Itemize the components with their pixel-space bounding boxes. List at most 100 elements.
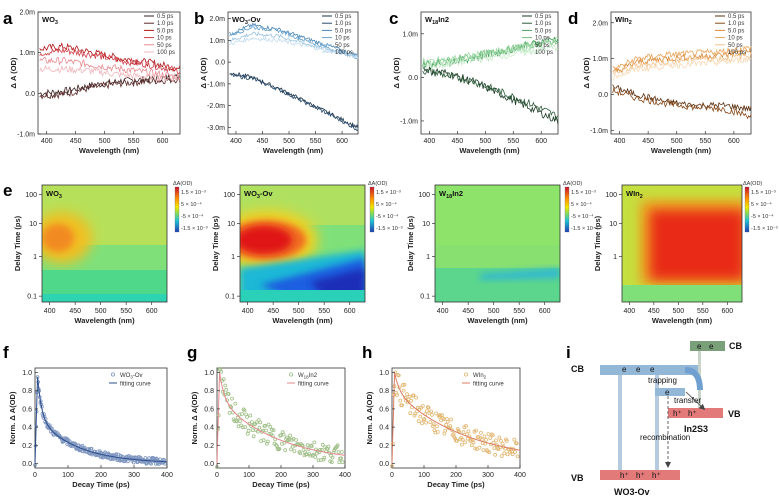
y-tick-label-g: 0.2	[204, 443, 214, 450]
panel-letter-e: e	[3, 181, 12, 200]
data-point-h	[398, 398, 403, 403]
data-point-g	[281, 432, 286, 437]
y-tick-label-e2: 10	[422, 221, 430, 228]
colorbar-tick-e1-3: -1.5 × 10⁻³	[376, 226, 403, 232]
x-tick-label-e1: 450	[267, 308, 279, 315]
data-point-g	[309, 444, 314, 449]
x-tick-label-e0: 450	[69, 308, 81, 315]
data-point-f	[143, 456, 148, 460]
data-point-h	[505, 452, 510, 457]
data-point-h	[477, 445, 482, 450]
data-point-h	[499, 438, 503, 443]
data-point-g	[242, 408, 247, 413]
panel-letter-f: f	[3, 343, 9, 362]
data-point-f	[131, 460, 136, 465]
data-point-h	[408, 411, 413, 416]
heatmap-title-e3: WIn2	[626, 189, 643, 200]
legend-label-d-4: 50 ps	[728, 43, 743, 49]
legend-label-a-3: 10 ps	[157, 36, 172, 42]
data-point-g	[243, 425, 248, 430]
hole-5: h⁺	[688, 409, 697, 418]
y-tick-label-b: 1.0m	[209, 38, 225, 45]
y-tick-label-f: 0.6	[22, 406, 32, 413]
colorbar-e1	[369, 186, 375, 233]
data-point-g	[271, 428, 276, 433]
hole-3: h⁺	[652, 471, 661, 480]
hole-2: h⁺	[636, 471, 645, 480]
x-tick-label-e0: 500	[95, 308, 107, 315]
electron-4: e	[697, 342, 702, 351]
x-axis-label-e0: Wavelength (nm)	[74, 316, 135, 325]
y-tick-label-h: 0.6	[379, 406, 389, 413]
data-point-h	[414, 395, 419, 400]
data-point-f	[163, 461, 167, 466]
x-tick-label-e3: 400	[624, 308, 636, 315]
data-point-h	[484, 437, 488, 442]
y-tick-label-a: 1.0m	[19, 50, 35, 57]
y-axis-label-f: Norm. Δ A(OD)	[8, 391, 17, 444]
data-point-h	[434, 411, 439, 416]
x-tick-label-b: 500	[283, 138, 295, 145]
data-point-g	[248, 413, 253, 418]
x-axis-label-e2: Wavelength (nm)	[467, 316, 528, 325]
data-point-g	[257, 425, 262, 430]
legend-label-a-5: 100 ps	[157, 50, 175, 56]
legend-label-a-1: 1.0 ps	[157, 21, 173, 27]
colorbar-tick-e2-3: -1.5 × 10⁻³	[571, 226, 598, 232]
data-point-h	[418, 414, 423, 419]
panel-g-kinetics: 0 100 200 300 400 0.0 0.2 0.4 0.6 0.8 1.0 Decay Tim…	[190, 366, 351, 489]
colorbar-tick-e3-2: -5 × 10⁻⁴	[751, 213, 774, 220]
x-tick-label-d: 400	[614, 138, 626, 145]
y-tick-label-g: 1.0	[204, 370, 214, 377]
x-tick-label-e2: 450	[462, 308, 474, 315]
x-tick-label-f: 0	[33, 472, 37, 479]
panel-letter-i: i	[566, 343, 571, 362]
series-line-d-3	[612, 45, 752, 72]
y-tick-label-f: 0.4	[22, 425, 32, 432]
x-tick-label-a: 500	[99, 138, 111, 145]
x-tick-label-h: 200	[450, 472, 462, 479]
y-axis-label-g: Norm. Δ A(OD)	[190, 391, 199, 444]
data-point-g	[288, 433, 293, 438]
y-tick-label-e2: 1	[426, 254, 430, 261]
y-tick-label-e1: 1	[231, 254, 235, 261]
heatmap-frame-2	[434, 184, 561, 303]
data-point-g	[289, 447, 293, 452]
x-tick-label-c: 500	[479, 138, 491, 145]
colorbar-tick-e1-1: 5 × 10⁻⁴	[376, 201, 397, 208]
legend-marker-f	[111, 372, 116, 377]
x-tick-label-d: 450	[642, 138, 654, 145]
y-tick-label-e0: 100	[25, 192, 37, 199]
x-tick-label-e0: 600	[146, 308, 158, 315]
colorbar-title-e0: ΔA(OD)	[173, 181, 192, 187]
data-point-g	[320, 442, 325, 447]
x-axis-label-c: Wavelength (nm)	[459, 146, 520, 155]
data-point-g	[340, 460, 345, 465]
series-line-c-1	[422, 68, 559, 121]
panel-c-spectra: 400 450 500 550 600 1.0m 0.0 -1.0m Wavelength (n…	[392, 11, 559, 155]
x-tick-label-e2: 500	[488, 308, 500, 315]
y-tick-label-h: 0.2	[379, 443, 389, 450]
data-point-g	[329, 460, 334, 465]
panel-letter-c: c	[389, 9, 398, 28]
y-axis-label-e1: Delay Time (ps)	[211, 215, 220, 271]
y-tick-label-e3: 100	[605, 192, 617, 199]
data-point-h	[448, 424, 453, 429]
panel-e-heatmap-wo3-ov	[240, 185, 365, 302]
data-point-g	[223, 383, 228, 388]
data-point-g	[233, 401, 238, 406]
data-point-h	[497, 435, 502, 440]
panel-letter-g: g	[187, 343, 197, 362]
series-line-c-4	[422, 37, 559, 66]
y-tick-label-b: -3.0m	[207, 125, 225, 132]
colorbar-tick-e1-0: 1.5 × 10⁻³	[376, 190, 401, 196]
data-point-h	[416, 419, 421, 424]
x-tick-label-b: 550	[310, 138, 322, 145]
y-tick-label-e0: 10	[29, 221, 37, 228]
trapping-label: trapping	[648, 376, 677, 385]
data-point-g	[319, 458, 323, 462]
legend-label-d-5: 100 ps	[728, 50, 746, 56]
data-point-g	[309, 443, 313, 448]
electron-2: e	[636, 365, 641, 374]
transfer-arrow	[685, 391, 706, 411]
